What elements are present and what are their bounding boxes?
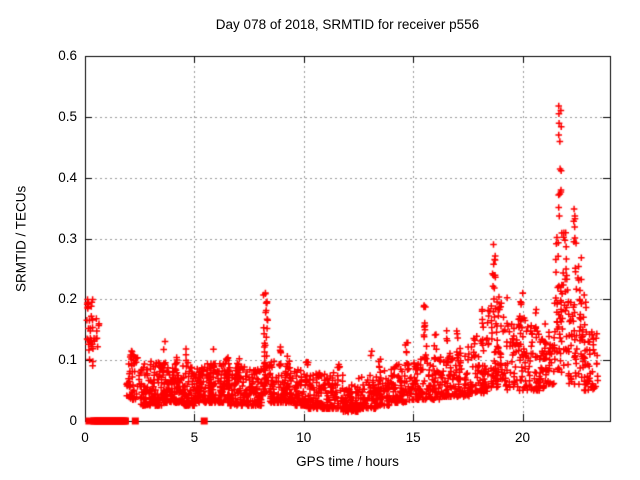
x-tick-label: 0 — [81, 430, 89, 445]
x-tick-label: 10 — [296, 430, 312, 445]
x-axis-label: GPS time / hours — [296, 454, 399, 469]
y-tick-label: 0.4 — [58, 169, 77, 185]
x-tick-label: 15 — [405, 430, 421, 445]
y-tick-label: 0.1 — [58, 352, 77, 368]
y-tick-label: 0.6 — [58, 48, 77, 63]
x-tick-label: 20 — [514, 430, 531, 445]
y-tick-label: 0 — [69, 413, 77, 428]
y-tick-label: 0.3 — [58, 230, 77, 246]
chart-title: Day 078 of 2018, SRMTID for receiver p55… — [215, 17, 480, 32]
y-tick-label: 0.2 — [58, 291, 77, 307]
x-tick-label: 5 — [190, 430, 199, 445]
y-tick-label: 0.5 — [58, 108, 77, 124]
